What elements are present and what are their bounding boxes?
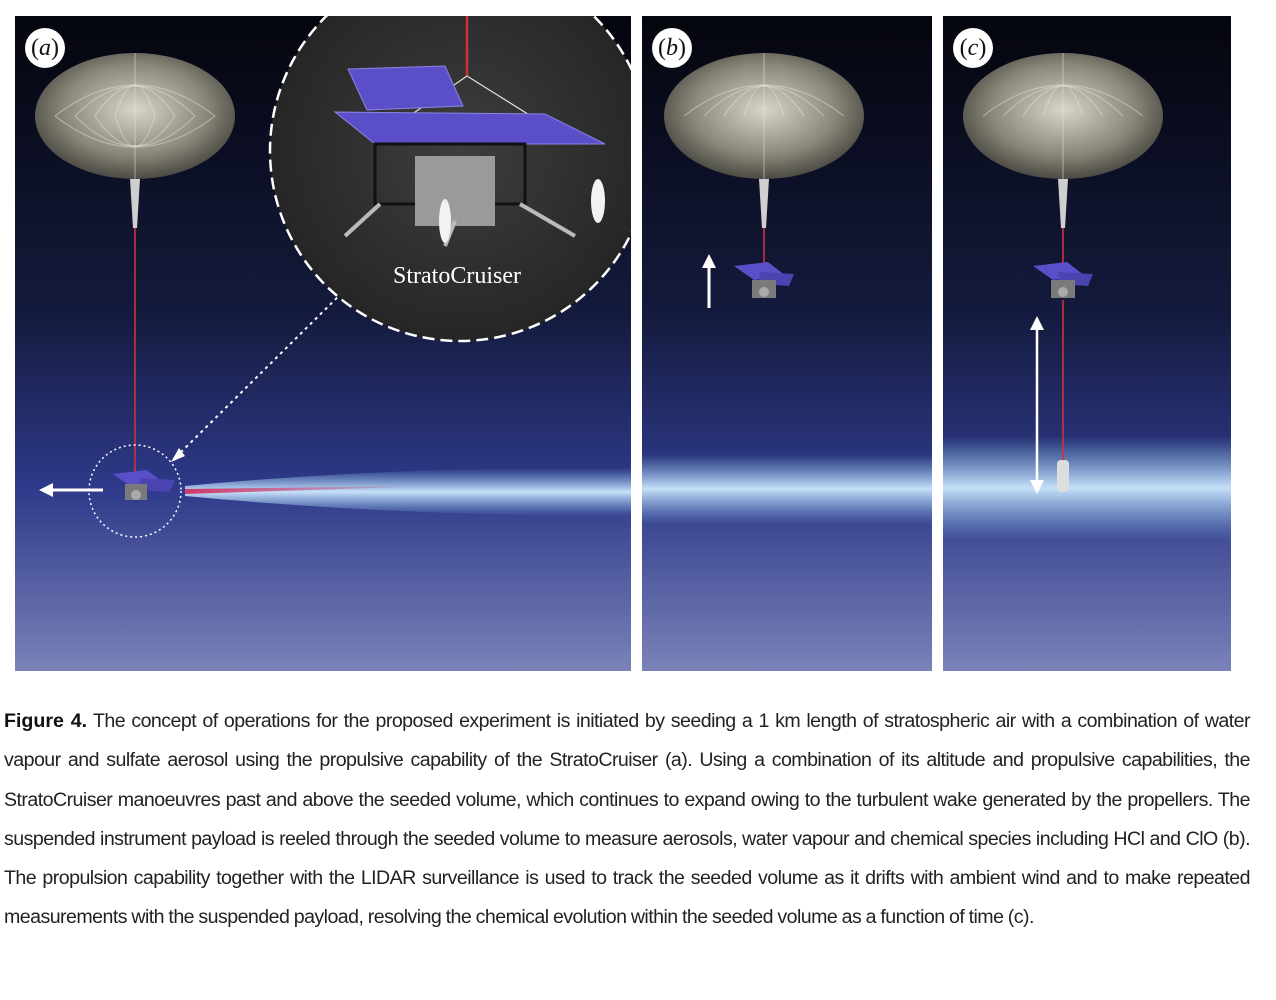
panel-b: (b): [642, 16, 932, 671]
stratocruiser: [1033, 262, 1093, 298]
seeded-volume: [642, 454, 932, 524]
zoom-connector: [174, 277, 358, 459]
ascent-arrow: [702, 254, 716, 308]
zoom-caption: StratoCruiser: [393, 263, 521, 289]
balloon: [963, 53, 1163, 228]
panel-c: (c): [943, 16, 1231, 671]
zoom-inset: [268, 16, 631, 343]
panel-a-illustration: [15, 16, 631, 671]
travel-arrow: [39, 483, 103, 497]
stratocruiser-small: [113, 470, 175, 500]
panel-c-illustration: [943, 16, 1231, 671]
figure-caption-text: The concept of operations for the propos…: [4, 710, 1251, 929]
seeded-volume: [185, 467, 631, 516]
balloon: [664, 53, 864, 228]
propeller-wake: [185, 486, 435, 494]
panel-label-a: (a): [25, 28, 65, 68]
stratocruiser: [734, 262, 794, 298]
seeded-volume: [943, 436, 1231, 540]
vertical-range-arrow: [1030, 316, 1044, 494]
highlight-circle: [88, 444, 182, 538]
figure-caption-label: Figure 4.: [4, 710, 88, 732]
figure-caption: Figure 4. The concept of operations for …: [4, 702, 1251, 938]
instrument-payload: [1057, 460, 1069, 492]
panel-label-b: (b): [652, 28, 692, 68]
panel-label-c: (c): [953, 28, 993, 68]
balloon: [35, 53, 235, 228]
panel-a: (a) StratoCruiser: [15, 16, 631, 671]
panel-b-illustration: [642, 16, 932, 671]
